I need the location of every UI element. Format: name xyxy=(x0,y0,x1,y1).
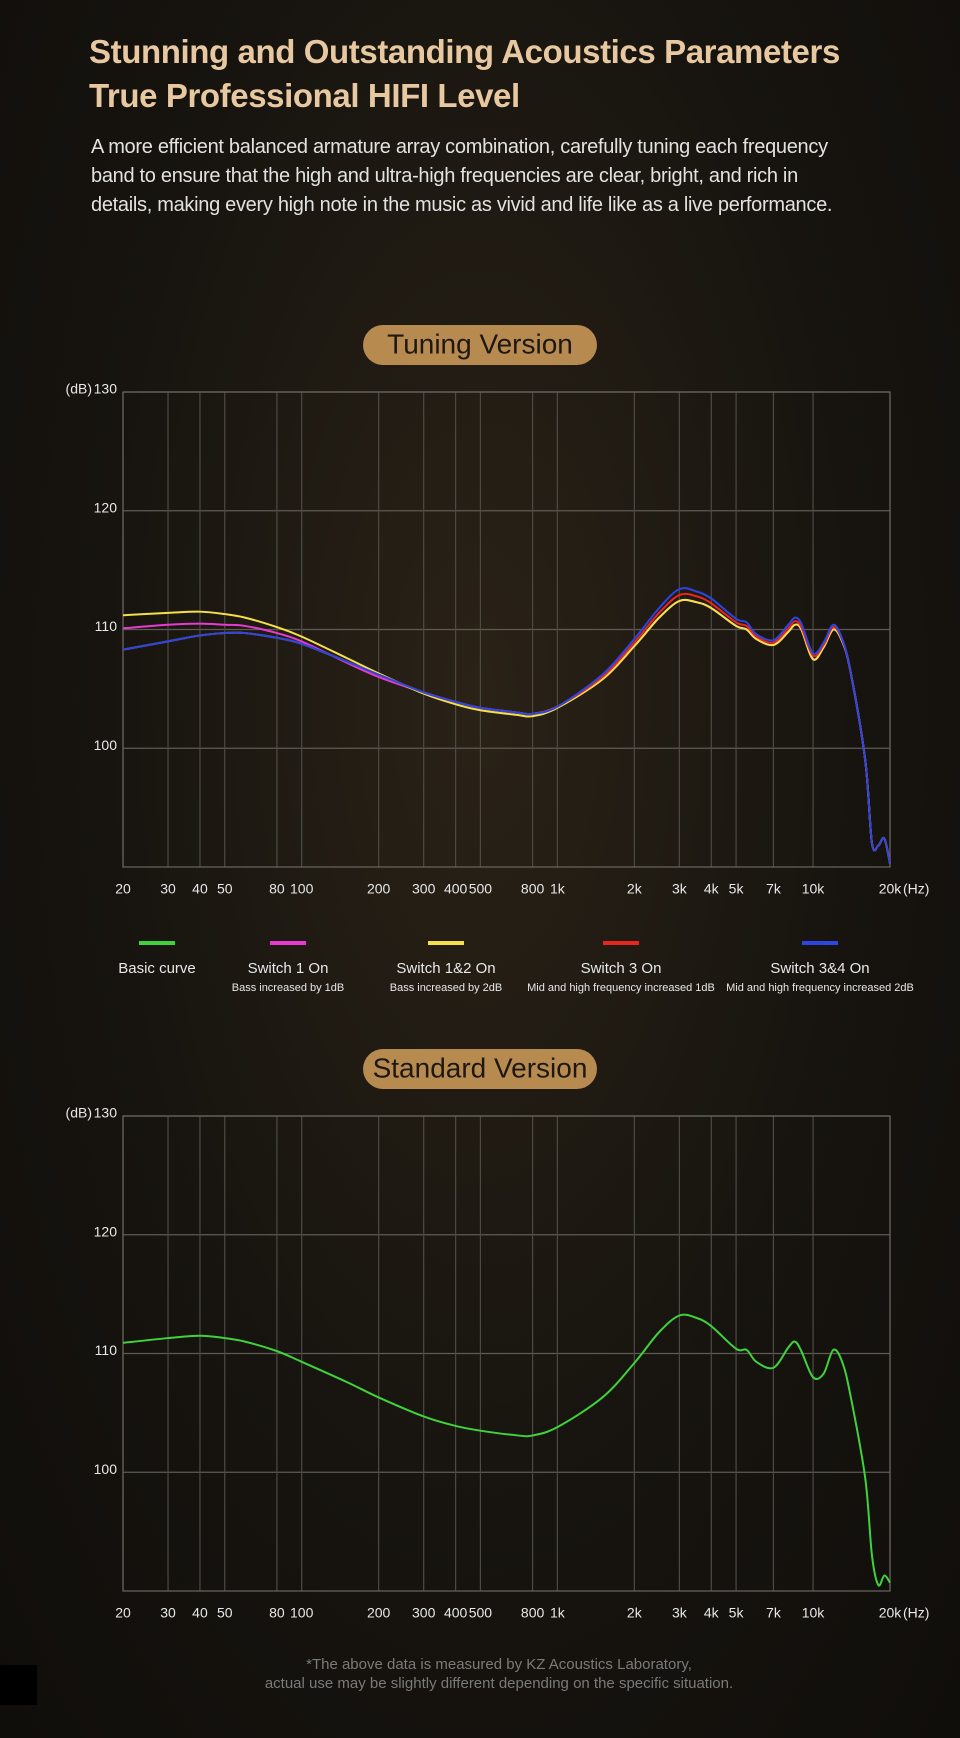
x-tick-label: 100 xyxy=(290,881,314,897)
footnote: *The above data is measured by KZ Acoust… xyxy=(306,1656,692,1673)
x-tick-label: 7k xyxy=(766,1605,782,1621)
legend-description: Bass increased by 2dB xyxy=(390,982,503,994)
x-tick-label: 20k xyxy=(879,1605,903,1621)
series-line xyxy=(122,592,891,864)
legend-description: Mid and high frequency increased 2dB xyxy=(726,982,914,994)
y-tick-label: 110 xyxy=(95,618,118,634)
x-tick-label: 400 xyxy=(444,881,468,897)
legend-description: Mid and high frequency increased 1dB xyxy=(527,982,715,994)
header: Stunning and Outstanding Acoustics Param… xyxy=(89,30,949,118)
x-tick-label: 1k xyxy=(550,881,566,897)
x-tick-label: 20 xyxy=(115,881,131,897)
x-tick-label: 30 xyxy=(160,1605,176,1621)
x-axis-label: (Hz) xyxy=(903,1605,929,1621)
x-tick-label: 80 xyxy=(269,881,285,897)
y-tick-label: 120 xyxy=(94,499,118,515)
y-tick-label: 130 xyxy=(94,1105,118,1121)
y-axis-label: (dB) xyxy=(66,381,92,397)
y-tick-label: 100 xyxy=(94,1461,118,1477)
x-tick-label: 20k xyxy=(879,881,903,897)
title-line: Stunning and Outstanding Acoustics Param… xyxy=(89,33,840,70)
title-pill xyxy=(363,325,597,365)
legend-description: Bass increased by 1dB xyxy=(232,982,345,994)
x-tick-label: 3k xyxy=(672,881,688,897)
y-tick-label: 120 xyxy=(94,1223,118,1239)
legend-label: Switch 1&2 On xyxy=(396,960,495,977)
x-tick-label: 10k xyxy=(802,881,826,897)
x-tick-label: 10k xyxy=(802,1605,826,1621)
x-tick-label: 4k xyxy=(704,881,720,897)
title-line: True Professional HIFI Level xyxy=(89,77,520,114)
chart-title: Standard Version xyxy=(373,1052,588,1083)
x-tick-label: 1k xyxy=(550,1605,566,1621)
legend-label: Basic curve xyxy=(118,960,196,977)
x-tick-label: 5k xyxy=(729,1605,745,1621)
x-tick-label: 500 xyxy=(469,881,493,897)
x-tick-label: 40 xyxy=(192,881,208,897)
title-pill xyxy=(363,1049,597,1089)
x-tick-label: 7k xyxy=(766,881,782,897)
x-tick-label: 200 xyxy=(367,881,391,897)
x-tick-label: 5k xyxy=(729,881,745,897)
x-tick-label: 300 xyxy=(412,881,436,897)
legend-label: Switch 3 On xyxy=(581,960,662,977)
x-tick-label: 800 xyxy=(521,1605,545,1621)
x-tick-label: 800 xyxy=(521,881,545,897)
x-tick-label: 30 xyxy=(160,881,176,897)
x-tick-label: 4k xyxy=(704,1605,720,1621)
legend-label: Switch 1 On xyxy=(248,960,329,977)
series-line xyxy=(122,1313,891,1587)
y-tick-label: 110 xyxy=(95,1342,118,1358)
x-tick-label: 100 xyxy=(290,1605,314,1621)
chart-title: Tuning Version xyxy=(387,328,573,359)
description: A more efficient balanced armature array… xyxy=(91,136,833,216)
plot-frame xyxy=(122,391,891,868)
x-tick-label: 3k xyxy=(672,1605,688,1621)
x-tick-label: 80 xyxy=(269,1605,285,1621)
footnote: actual use may be slightly different dep… xyxy=(265,1675,733,1692)
x-tick-label: 400 xyxy=(444,1605,468,1621)
corner-block xyxy=(0,1665,37,1705)
series-line xyxy=(122,587,891,864)
y-tick-label: 130 xyxy=(94,381,118,397)
x-tick-label: 50 xyxy=(217,1605,233,1621)
x-tick-label: 500 xyxy=(469,1605,493,1621)
y-axis-label: (dB) xyxy=(66,1105,92,1121)
legend-label: Switch 3&4 On xyxy=(770,960,869,977)
x-tick-label: 2k xyxy=(627,881,643,897)
x-tick-label: 20 xyxy=(115,1605,131,1621)
x-tick-label: 2k xyxy=(627,1605,643,1621)
plot-frame xyxy=(122,1115,891,1592)
x-tick-label: 200 xyxy=(367,1605,391,1621)
x-axis-label: (Hz) xyxy=(903,881,929,897)
y-tick-label: 100 xyxy=(94,737,118,753)
x-tick-label: 40 xyxy=(192,1605,208,1621)
x-tick-label: 50 xyxy=(217,881,233,897)
x-tick-label: 300 xyxy=(412,1605,436,1621)
